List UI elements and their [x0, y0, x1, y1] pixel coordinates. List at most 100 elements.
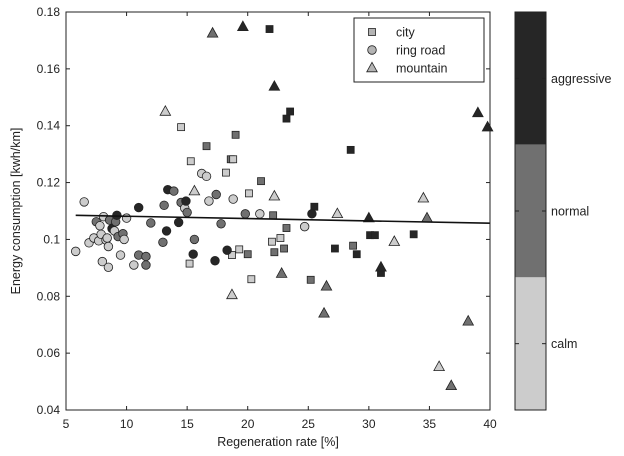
- point-square: [228, 251, 236, 259]
- x-tick-label: 35: [423, 417, 437, 431]
- x-tick-label: 10: [120, 417, 134, 431]
- point-square: [349, 241, 358, 250]
- point-square: [265, 25, 274, 33]
- point-square: [235, 245, 244, 254]
- point-circle: [133, 202, 144, 213]
- point-triangle: [445, 379, 458, 391]
- point-circle: [201, 171, 212, 182]
- point-circle: [188, 249, 198, 259]
- point-square: [177, 123, 185, 132]
- point-triangle: [417, 191, 430, 203]
- point-triangle: [206, 26, 219, 38]
- point-square: [306, 275, 315, 284]
- point-square: [257, 177, 265, 186]
- y-tick-label: 0.16: [37, 62, 61, 76]
- point-square: [245, 189, 253, 198]
- point-circle: [141, 251, 151, 262]
- plot-area-frame: [65, 11, 491, 411]
- point-square: [276, 234, 285, 242]
- point-circle: [103, 241, 114, 252]
- y-tick-label: 0.12: [37, 176, 61, 190]
- point-square: [282, 224, 291, 232]
- point-circle: [211, 189, 221, 200]
- point-triangle: [471, 106, 484, 118]
- point-square: [409, 230, 418, 239]
- legend-label: ring road: [396, 44, 445, 58]
- point-square: [202, 142, 211, 151]
- x-tick-label: 20: [241, 417, 255, 431]
- point-circle: [97, 256, 108, 267]
- legend-marker-circle: [367, 45, 377, 55]
- point-square: [186, 157, 195, 166]
- point-square: [269, 211, 278, 220]
- point-square: [185, 259, 194, 268]
- point-square: [268, 237, 276, 246]
- point-circle: [159, 200, 169, 211]
- point-square: [371, 231, 379, 240]
- point-circle: [146, 218, 156, 228]
- point-triangle: [388, 235, 401, 246]
- colorbar-label: calm: [551, 337, 577, 351]
- colorbar-segment: [515, 12, 546, 145]
- legend-label: city: [396, 26, 416, 40]
- point-triangle: [188, 184, 201, 196]
- point-square: [346, 145, 355, 154]
- legend-label: mountain: [396, 62, 447, 76]
- point-triangle: [362, 211, 375, 223]
- point-square: [229, 155, 238, 164]
- x-axis-ticks: 5 10 15 20 25 30 35 40: [63, 12, 497, 431]
- point-circle: [228, 194, 238, 204]
- point-circle: [181, 196, 191, 206]
- y-tick-label: 0.08: [37, 289, 61, 303]
- y-axis-ticks: 0.04 0.06 0.08 0.1 0.12 0.14 0.16 0.18: [37, 5, 490, 417]
- y-tick-label: 0.14: [37, 119, 61, 133]
- point-circle: [255, 209, 265, 219]
- point-square: [352, 250, 361, 259]
- point-triangle: [275, 267, 288, 278]
- point-circle: [158, 237, 168, 247]
- point-square: [243, 250, 252, 259]
- point-circle: [129, 260, 139, 270]
- colorbar: aggressive normal calm: [514, 11, 611, 411]
- y-tick-label: 0.1: [43, 232, 60, 246]
- x-axis-label: Regeneration rate [%]: [217, 435, 339, 449]
- y-tick-label: 0.04: [37, 403, 61, 417]
- colorbar-segment: [515, 277, 546, 410]
- point-circle: [95, 221, 105, 231]
- point-circle: [115, 250, 126, 260]
- point-circle: [119, 234, 129, 245]
- point-square: [270, 248, 279, 257]
- point-circle: [79, 197, 89, 207]
- point-square: [280, 244, 288, 253]
- point-circle: [204, 196, 214, 206]
- point-circle: [240, 209, 250, 219]
- point-circle: [182, 207, 192, 218]
- point-triangle: [226, 288, 238, 300]
- point-triangle: [433, 360, 446, 371]
- point-square: [231, 130, 240, 139]
- x-tick-label: 30: [362, 417, 376, 431]
- point-square: [222, 168, 230, 177]
- x-tick-label: 5: [63, 417, 70, 431]
- colorbar-label: aggressive: [551, 72, 611, 86]
- point-circle: [222, 245, 232, 255]
- y-axis-label: Energy consumption [kwh/km]: [9, 128, 23, 295]
- point-square: [286, 107, 295, 116]
- point-triangle: [375, 260, 387, 272]
- point-circle: [216, 219, 226, 229]
- point-triangle: [236, 20, 249, 31]
- y-tick-label: 0.18: [37, 5, 61, 19]
- colorbar-label: normal: [551, 205, 589, 219]
- point-triangle: [331, 207, 344, 219]
- point-triangle: [462, 314, 475, 326]
- point-circle: [141, 260, 151, 270]
- point-triangle: [320, 279, 333, 291]
- point-circle: [121, 213, 132, 223]
- point-circle: [299, 221, 310, 232]
- point-circle: [307, 209, 317, 219]
- point-triangle: [318, 306, 330, 318]
- point-circle: [169, 186, 179, 196]
- point-triangle: [159, 104, 172, 116]
- point-circle: [210, 256, 220, 266]
